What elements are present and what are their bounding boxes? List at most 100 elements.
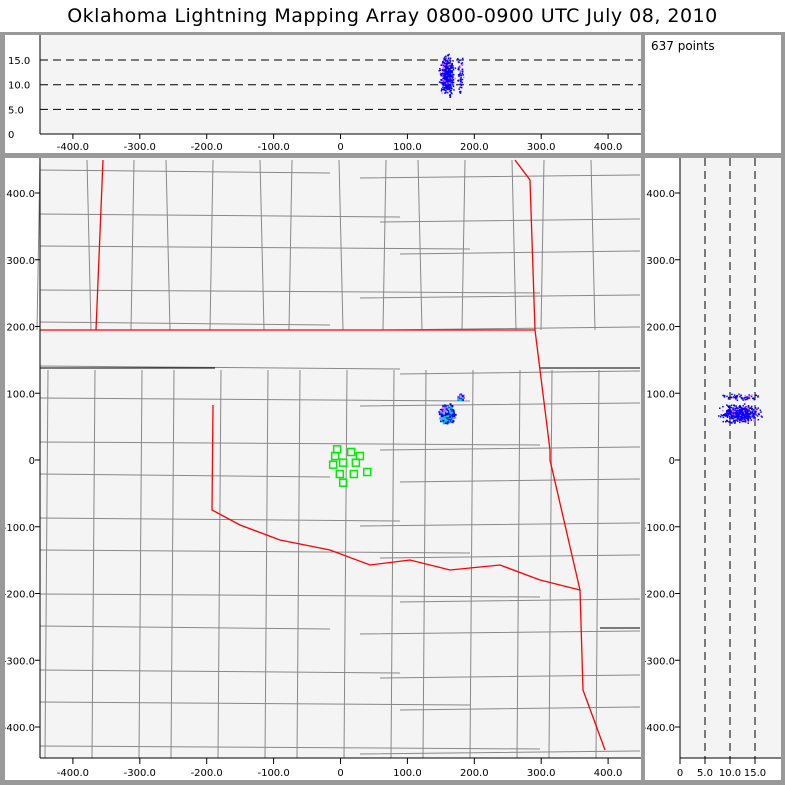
source-point — [452, 416, 455, 419]
source-point — [742, 410, 745, 412]
y-tick-label: 400.0 — [646, 189, 675, 200]
source-point — [454, 67, 457, 69]
source-point — [442, 417, 445, 420]
source-point — [443, 75, 446, 78]
source-point — [739, 413, 741, 415]
source-point — [442, 72, 444, 74]
source-point — [447, 412, 450, 415]
source-point — [445, 86, 448, 89]
source-point — [728, 410, 731, 413]
source-point — [452, 78, 455, 81]
source-point — [725, 415, 728, 417]
source-point — [723, 396, 726, 398]
state-border-red — [40, 159, 606, 751]
source-point — [744, 420, 747, 423]
source-point — [730, 413, 733, 416]
source-point — [747, 410, 750, 412]
source-point — [443, 88, 445, 91]
source-point — [732, 407, 734, 409]
source-point — [447, 83, 450, 86]
source-point — [740, 410, 742, 413]
source-point — [448, 85, 450, 88]
source-point — [742, 416, 745, 419]
source-point — [457, 79, 460, 82]
source-point — [445, 62, 448, 65]
plan-view-panel: -400.0 -300.0 -200.0 -100.0 0 100.0 200.0 300.0… — [5, 158, 641, 780]
source-point — [728, 396, 730, 399]
source-point — [745, 406, 748, 409]
source-point — [448, 69, 451, 72]
source-point — [442, 83, 444, 86]
source-point — [461, 70, 464, 73]
source-point — [748, 416, 751, 418]
source-point — [741, 416, 743, 418]
source-point — [757, 395, 759, 397]
source-point — [731, 417, 733, 419]
source-point — [749, 395, 752, 397]
source-point — [734, 421, 736, 423]
source-point — [449, 57, 452, 60]
source-point — [737, 416, 740, 419]
source-point — [742, 412, 744, 414]
source-point — [445, 75, 447, 77]
source-point — [746, 413, 749, 416]
source-point — [748, 407, 750, 410]
source-point — [730, 409, 732, 412]
source-point — [741, 414, 743, 416]
source-point — [448, 82, 451, 84]
source-point — [738, 393, 740, 396]
source-point — [447, 68, 450, 71]
source-point — [740, 394, 742, 397]
source-point — [729, 417, 731, 419]
source-point — [451, 67, 453, 69]
source-point — [753, 413, 756, 415]
x-tick-label: -100.0 — [257, 142, 289, 153]
source-point — [724, 415, 727, 417]
source-point — [461, 78, 464, 81]
source-point — [460, 86, 463, 89]
source-point — [440, 415, 443, 418]
source-point — [750, 407, 753, 409]
source-point — [756, 415, 759, 417]
source-point — [729, 407, 731, 410]
source-point — [442, 66, 444, 68]
source-point — [758, 412, 760, 414]
source-point — [741, 419, 744, 422]
x-tick-label: 200.0 — [460, 142, 489, 153]
source-point — [727, 412, 730, 414]
source-point — [448, 94, 451, 97]
source-point — [726, 412, 729, 415]
x-tick-label: -100.0 — [257, 768, 289, 779]
source-point — [747, 405, 750, 407]
x-tick-label: 300.0 — [527, 768, 556, 779]
county-line — [540, 159, 553, 759]
source-point — [748, 396, 751, 398]
source-point — [735, 395, 737, 398]
source-point — [726, 404, 728, 406]
source-point — [744, 414, 747, 417]
source-point — [445, 85, 448, 87]
county-line — [338, 159, 348, 759]
source-point — [744, 411, 747, 413]
source-point — [754, 410, 756, 413]
source-point — [740, 412, 742, 414]
source-point — [450, 419, 453, 422]
source-point — [445, 71, 448, 73]
source-point — [451, 73, 453, 75]
source-point — [731, 410, 734, 413]
source-point — [443, 416, 446, 419]
source-point — [738, 405, 741, 407]
source-point — [446, 80, 449, 83]
source-point — [457, 74, 460, 76]
source-point — [733, 396, 735, 398]
source-point — [728, 421, 730, 423]
source-point — [457, 57, 459, 60]
source-point — [760, 415, 763, 417]
county-line — [165, 159, 175, 759]
source-point — [450, 88, 452, 90]
county-line — [39, 365, 641, 375]
source-point — [732, 411, 734, 414]
source-point — [743, 414, 746, 417]
source-point — [445, 87, 448, 90]
